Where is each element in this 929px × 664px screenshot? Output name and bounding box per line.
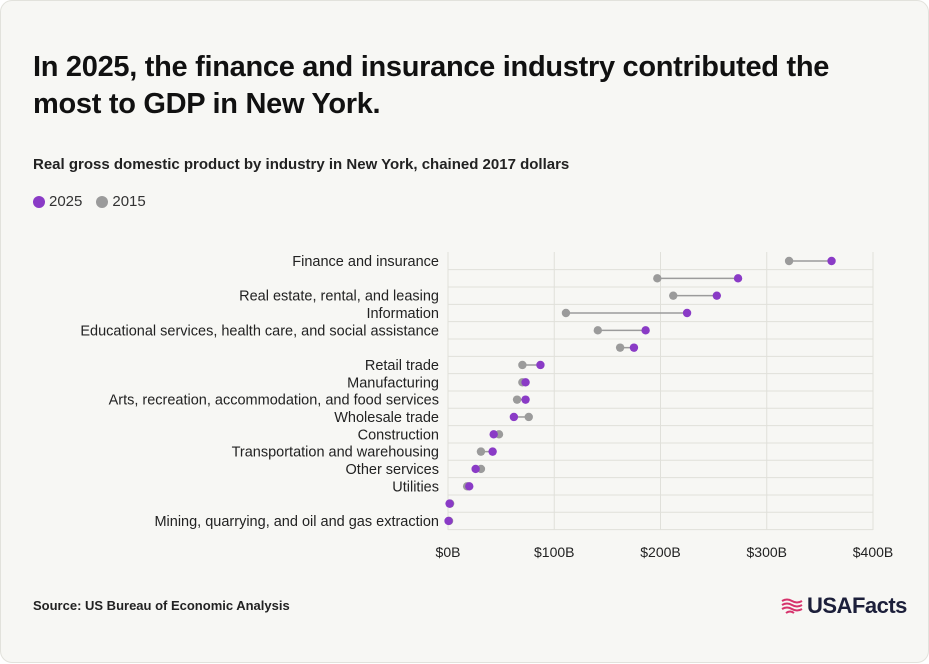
point-2025 [444, 516, 453, 526]
category-label: Wholesale trade [334, 410, 439, 426]
category-label: Educational services, health care, and s… [80, 323, 439, 339]
category-label: Information [366, 306, 439, 322]
x-tick-label: $100B [534, 544, 574, 560]
category-label: Real estate, rental, and leasing [239, 289, 439, 305]
x-tick-label: $200B [640, 544, 680, 560]
legend-item-2015: 2015 [96, 193, 146, 210]
legend-item-2025: 2025 [33, 193, 82, 210]
chart-title: In 2025, the finance and insurance indus… [33, 51, 830, 120]
point-2025 [445, 499, 454, 508]
usafacts-logo: USAFacts [781, 593, 907, 619]
point-2015 [653, 274, 662, 283]
flag-icon [781, 598, 803, 614]
point-2025 [536, 360, 545, 370]
category-label: Transportation and warehousing [232, 445, 439, 461]
legend-label-2015: 2015 [112, 193, 146, 210]
point-2015 [518, 360, 527, 370]
point-2025 [712, 291, 722, 300]
point-2025 [521, 378, 530, 387]
point-2015 [593, 326, 603, 335]
point-2015 [512, 395, 522, 404]
category-label: Finance and insurance [292, 254, 439, 270]
x-tick-label: $400B [853, 544, 893, 560]
category-label: Retail trade [365, 358, 439, 374]
point-2025 [465, 482, 474, 491]
point-2025 [521, 395, 530, 404]
category-label: Utilities [392, 479, 439, 495]
point-2025 [827, 256, 836, 266]
category-label: Other services [346, 462, 439, 478]
point-2015 [669, 291, 678, 300]
point-2025 [509, 412, 519, 422]
point-2025 [733, 274, 743, 283]
category-label: Arts, recreation, accommodation, and foo… [109, 393, 439, 409]
point-2015 [476, 447, 486, 456]
x-tick-label: $0B [436, 544, 461, 560]
point-2025 [641, 326, 650, 335]
point-2025 [488, 447, 497, 456]
chart-subtitle: Real gross domestic product by industry … [33, 156, 570, 173]
point-2025 [629, 343, 639, 352]
category-label: Manufacturing [347, 375, 439, 391]
source-note: Source: US Bureau of Economic Analysis [33, 598, 290, 613]
category-label: Mining, quarrying, and oil and gas extra… [154, 514, 439, 530]
point-2025 [471, 464, 480, 474]
point-2025 [682, 308, 692, 318]
legend-label-2025: 2025 [49, 193, 83, 210]
category-label: Construction [358, 427, 439, 443]
legend-dot-2025 [33, 195, 45, 208]
legend: 2025 2015 [33, 193, 146, 210]
logo-text: USAFacts [807, 593, 907, 618]
point-2015 [784, 256, 794, 266]
point-2015 [561, 308, 571, 318]
point-2015 [524, 412, 533, 422]
point-2015 [615, 343, 625, 352]
x-tick-label: $300B [747, 544, 787, 560]
point-2025 [489, 430, 498, 439]
legend-dot-2015 [96, 195, 109, 208]
